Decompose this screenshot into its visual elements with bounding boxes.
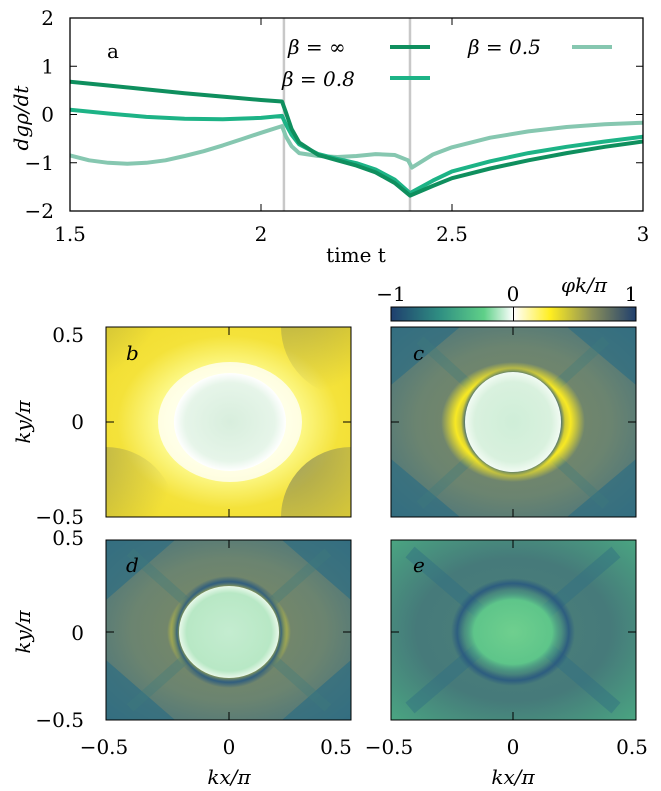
y-axis-label-upper: ky/π — [11, 400, 35, 444]
panel-e-heatmap: e — [390, 539, 637, 721]
panel-label-d: d — [126, 553, 139, 577]
panel-label-e: e — [413, 553, 425, 577]
y-tick-label: −2 — [25, 199, 54, 223]
colorbar-tick-label-min: −1 — [376, 282, 405, 306]
x-axis-label-right: kx/π — [491, 765, 535, 789]
x-tick-label: 2 — [255, 222, 268, 246]
ytick-label-upper-top: 0.5 — [52, 323, 84, 347]
x-ticks: 1.5 2 2.5 3 — [54, 18, 649, 246]
panel-d-heatmap: d — [105, 539, 352, 721]
panel-label-a: a — [107, 39, 119, 63]
heatmap-axes: 0.5 0 −0.5 0.5 0 −0.5 ky/π ky/π −0.5 0 0… — [11, 323, 648, 789]
xtick-label-left-min: −0.5 — [80, 735, 129, 759]
colorbar-tick-label-max: 1 — [625, 282, 638, 306]
panel-c-heatmap: c — [390, 326, 637, 518]
y-axis-label-lower: ky/π — [11, 610, 35, 654]
plot-frame — [69, 17, 644, 212]
series-line-beta-inf — [70, 79, 643, 198]
ytick-label-upper-bottom: −0.5 — [35, 505, 84, 529]
series-line-beta-08 — [70, 107, 643, 196]
y-tick-label: 2 — [41, 6, 54, 30]
ytick-label-lower-mid: 0 — [71, 621, 84, 645]
legend-label-beta-08: β = 0.8 — [281, 67, 355, 91]
colorbar: −1 0 1 φk/π — [376, 273, 638, 322]
y-tick-label: 0 — [41, 103, 54, 127]
x-axis-label: time t — [326, 243, 386, 267]
legend-label-beta-inf: β = ∞ — [287, 35, 346, 59]
panel-label-c: c — [413, 341, 424, 365]
xtick-label-right-zero: 0 — [507, 735, 520, 759]
x-tick-label: 2.5 — [436, 222, 468, 246]
ytick-label-upper-mid: 0 — [71, 410, 84, 434]
x-axis-label-left: kx/π — [207, 765, 251, 789]
xtick-label-left-max: 0.5 — [320, 735, 352, 759]
series-lines — [70, 79, 643, 198]
x-tick-label: 3 — [637, 222, 650, 246]
colorbar-label: φk/π — [561, 273, 608, 297]
ytick-label-lower-bottom: −0.5 — [35, 708, 84, 732]
series-line-beta-05 — [70, 120, 643, 170]
xtick-label-right-max: 0.5 — [616, 735, 648, 759]
y-tick-label: −1 — [25, 151, 54, 175]
y-ticks: −2 −1 0 1 2 — [25, 6, 643, 223]
ytick-label-lower-top: 0.5 — [52, 526, 84, 550]
y-tick-label: 1 — [41, 54, 54, 78]
transition-markers — [282, 18, 412, 211]
xtick-label-right-min: −0.5 — [365, 735, 414, 759]
y-axis-label: dgρ/dt — [9, 85, 33, 151]
panel-b-heatmap: b — [105, 326, 352, 518]
legend: β = ∞ β = 0.8 β = 0.5 — [281, 35, 612, 91]
x-tick-label: 1.5 — [54, 222, 86, 246]
colorbar-tick-label-zero: 0 — [507, 282, 520, 306]
panel-label-b: b — [126, 341, 139, 365]
legend-label-beta-05: β = 0.5 — [467, 35, 541, 59]
panel-a-line-chart: 1.5 2 2.5 3 −2 −1 0 1 2 a β = ∞ β = 0.8 β = 0.5… — [9, 6, 649, 267]
xtick-label-left-zero: 0 — [223, 735, 236, 759]
